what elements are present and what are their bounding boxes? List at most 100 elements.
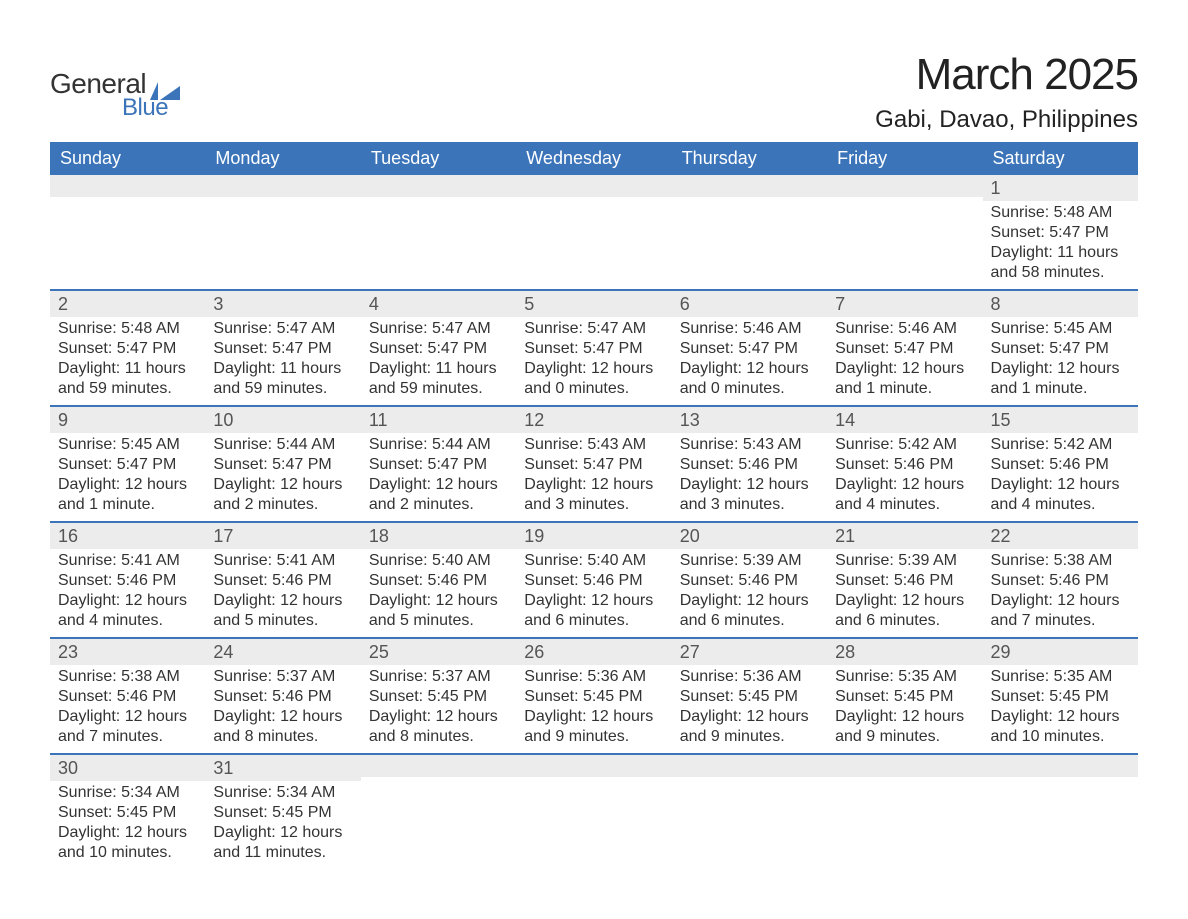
daylight-line-2: and 8 minutes.: [213, 727, 352, 747]
empty-day-number: [672, 755, 827, 777]
calendar-day-cell: [672, 175, 827, 290]
daylight-line-1: Daylight: 12 hours: [369, 591, 508, 611]
empty-day-number: [983, 755, 1138, 777]
sunset-line: Sunset: 5:45 PM: [213, 803, 352, 823]
calendar-week-row: 2Sunrise: 5:48 AMSunset: 5:47 PMDaylight…: [50, 290, 1138, 406]
day-number: 17: [205, 523, 360, 549]
calendar-day-cell: [827, 175, 982, 290]
daylight-line-1: Daylight: 12 hours: [680, 707, 819, 727]
day-number: 12: [516, 407, 671, 433]
sunset-line: Sunset: 5:46 PM: [991, 571, 1130, 591]
calendar-week-row: 1Sunrise: 5:48 AMSunset: 5:47 PMDaylight…: [50, 175, 1138, 290]
calendar-day-cell: [672, 754, 827, 869]
daylight-line-1: Daylight: 11 hours: [369, 359, 508, 379]
empty-day-body: [672, 777, 827, 861]
daylight-line-1: Daylight: 12 hours: [680, 475, 819, 495]
day-number: 16: [50, 523, 205, 549]
daylight-line-1: Daylight: 12 hours: [991, 359, 1130, 379]
daylight-line-2: and 1 minute.: [991, 379, 1130, 399]
day-details: Sunrise: 5:37 AMSunset: 5:45 PMDaylight:…: [361, 665, 516, 753]
daylight-line-1: Daylight: 12 hours: [835, 707, 974, 727]
calendar-day-cell: 16Sunrise: 5:41 AMSunset: 5:46 PMDayligh…: [50, 522, 205, 638]
day-details: Sunrise: 5:43 AMSunset: 5:47 PMDaylight:…: [516, 433, 671, 521]
empty-day-body: [361, 777, 516, 861]
daylight-line-2: and 0 minutes.: [680, 379, 819, 399]
sunset-line: Sunset: 5:47 PM: [991, 223, 1130, 243]
weekday-header: Thursday: [672, 142, 827, 175]
daylight-line-2: and 10 minutes.: [991, 727, 1130, 747]
day-number: 6: [672, 291, 827, 317]
day-number: 21: [827, 523, 982, 549]
sunrise-line: Sunrise: 5:45 AM: [991, 319, 1130, 339]
daylight-line-2: and 6 minutes.: [680, 611, 819, 631]
sunrise-line: Sunrise: 5:43 AM: [680, 435, 819, 455]
day-details: Sunrise: 5:39 AMSunset: 5:46 PMDaylight:…: [672, 549, 827, 637]
calendar-week-row: 23Sunrise: 5:38 AMSunset: 5:46 PMDayligh…: [50, 638, 1138, 754]
empty-day-body: [50, 197, 205, 281]
calendar-day-cell: 11Sunrise: 5:44 AMSunset: 5:47 PMDayligh…: [361, 406, 516, 522]
calendar-day-cell: [361, 754, 516, 869]
day-number: 28: [827, 639, 982, 665]
day-number: 4: [361, 291, 516, 317]
sunset-line: Sunset: 5:45 PM: [835, 687, 974, 707]
day-number: 30: [50, 755, 205, 781]
day-details: Sunrise: 5:47 AMSunset: 5:47 PMDaylight:…: [516, 317, 671, 405]
calendar-day-cell: [361, 175, 516, 290]
sunrise-line: Sunrise: 5:48 AM: [991, 203, 1130, 223]
sunset-line: Sunset: 5:47 PM: [524, 455, 663, 475]
day-number: 2: [50, 291, 205, 317]
day-details: Sunrise: 5:40 AMSunset: 5:46 PMDaylight:…: [361, 549, 516, 637]
title-block: March 2025 Gabi, Davao, Philippines: [875, 50, 1138, 134]
sunset-line: Sunset: 5:45 PM: [680, 687, 819, 707]
sunrise-line: Sunrise: 5:40 AM: [369, 551, 508, 571]
sunrise-line: Sunrise: 5:42 AM: [835, 435, 974, 455]
calendar-day-cell: 14Sunrise: 5:42 AMSunset: 5:46 PMDayligh…: [827, 406, 982, 522]
daylight-line-1: Daylight: 12 hours: [369, 707, 508, 727]
calendar-day-cell: 7Sunrise: 5:46 AMSunset: 5:47 PMDaylight…: [827, 290, 982, 406]
calendar-day-cell: 21Sunrise: 5:39 AMSunset: 5:46 PMDayligh…: [827, 522, 982, 638]
daylight-line-1: Daylight: 12 hours: [58, 823, 197, 843]
sunrise-line: Sunrise: 5:38 AM: [58, 667, 197, 687]
day-details: Sunrise: 5:47 AMSunset: 5:47 PMDaylight:…: [205, 317, 360, 405]
daylight-line-1: Daylight: 12 hours: [680, 359, 819, 379]
sunset-line: Sunset: 5:46 PM: [58, 571, 197, 591]
day-details: Sunrise: 5:43 AMSunset: 5:46 PMDaylight:…: [672, 433, 827, 521]
calendar-day-cell: 2Sunrise: 5:48 AMSunset: 5:47 PMDaylight…: [50, 290, 205, 406]
daylight-line-2: and 9 minutes.: [680, 727, 819, 747]
empty-day-body: [516, 197, 671, 281]
sunset-line: Sunset: 5:46 PM: [835, 571, 974, 591]
sunset-line: Sunset: 5:46 PM: [835, 455, 974, 475]
sunset-line: Sunset: 5:46 PM: [991, 455, 1130, 475]
daylight-line-2: and 0 minutes.: [524, 379, 663, 399]
empty-day-body: [516, 777, 671, 861]
daylight-line-2: and 3 minutes.: [524, 495, 663, 515]
empty-day-number: [361, 175, 516, 197]
daylight-line-2: and 9 minutes.: [524, 727, 663, 747]
calendar-day-cell: 10Sunrise: 5:44 AMSunset: 5:47 PMDayligh…: [205, 406, 360, 522]
daylight-line-2: and 6 minutes.: [524, 611, 663, 631]
calendar-day-cell: [516, 754, 671, 869]
calendar-day-cell: 5Sunrise: 5:47 AMSunset: 5:47 PMDaylight…: [516, 290, 671, 406]
sunset-line: Sunset: 5:46 PM: [524, 571, 663, 591]
calendar-day-cell: 17Sunrise: 5:41 AMSunset: 5:46 PMDayligh…: [205, 522, 360, 638]
sunrise-line: Sunrise: 5:42 AM: [991, 435, 1130, 455]
sunrise-line: Sunrise: 5:37 AM: [369, 667, 508, 687]
calendar-day-cell: 24Sunrise: 5:37 AMSunset: 5:46 PMDayligh…: [205, 638, 360, 754]
day-details: Sunrise: 5:38 AMSunset: 5:46 PMDaylight:…: [983, 549, 1138, 637]
daylight-line-2: and 10 minutes.: [58, 843, 197, 863]
daylight-line-2: and 11 minutes.: [213, 843, 352, 863]
day-details: Sunrise: 5:40 AMSunset: 5:46 PMDaylight:…: [516, 549, 671, 637]
empty-day-number: [50, 175, 205, 197]
empty-day-number: [516, 175, 671, 197]
location: Gabi, Davao, Philippines: [875, 106, 1138, 134]
daylight-line-1: Daylight: 12 hours: [835, 359, 974, 379]
daylight-line-1: Daylight: 12 hours: [213, 475, 352, 495]
day-details: Sunrise: 5:36 AMSunset: 5:45 PMDaylight:…: [672, 665, 827, 753]
logo-text-blue: Blue: [122, 94, 168, 122]
daylight-line-1: Daylight: 12 hours: [835, 591, 974, 611]
sunset-line: Sunset: 5:45 PM: [524, 687, 663, 707]
calendar-day-cell: [50, 175, 205, 290]
sunrise-line: Sunrise: 5:38 AM: [991, 551, 1130, 571]
daylight-line-2: and 2 minutes.: [369, 495, 508, 515]
day-number: 8: [983, 291, 1138, 317]
